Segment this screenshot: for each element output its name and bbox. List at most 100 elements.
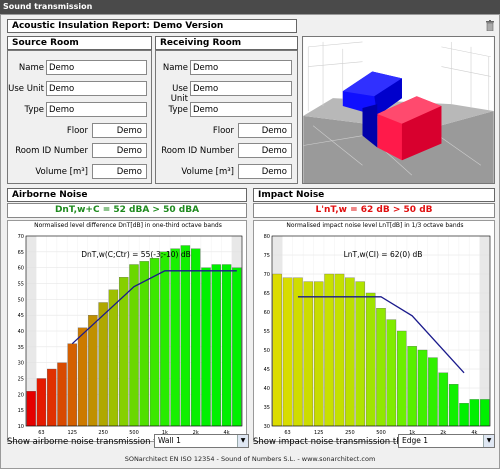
chevron-down-icon[interactable]: ▼ [237, 435, 248, 447]
impact-ytick-label: 80 [264, 234, 270, 240]
airborne-ytick-label: 65 [18, 250, 24, 256]
airborne-bar [170, 248, 180, 427]
airborne-transmission-select[interactable]: Wall 1 ▼ [154, 434, 249, 448]
impact-annotation: LnT,w(CI) = 62(0) dB [344, 250, 423, 259]
airborne-chart: Normalised level difference DnT[dB] in o… [7, 220, 247, 442]
impact-select-label: Show impact noise transmission through [253, 437, 427, 447]
airborne-ytick-label: 10 [18, 424, 24, 430]
impact-ytick-label: 60 [264, 310, 270, 316]
source-room-heading: Source Room [7, 36, 152, 50]
trash-icon[interactable] [485, 20, 495, 31]
receiving-volume-input[interactable] [238, 164, 292, 179]
airborne-bar [211, 264, 221, 427]
airborne-chart-title: Normalised level difference DnT[dB] in o… [34, 222, 222, 229]
airborne-reference-curve [71, 270, 237, 345]
source-room-id-label: Room ID Number [15, 146, 88, 156]
airborne-xtick-label: 250 [98, 430, 108, 436]
airborne-xtick-label: 125 [68, 430, 78, 436]
impact-bar [459, 403, 469, 427]
airborne-annotation: DnT,w(C;Ctr) = 55(-3;-10) dB [81, 250, 191, 259]
source-volume-label: Volume [m³] [35, 167, 88, 177]
footer-credits: SONarchitect EN ISO 12354 - Sound of Num… [124, 455, 376, 463]
impact-bar [428, 357, 438, 427]
receiving-use-unit-input[interactable] [190, 81, 292, 96]
receiving-floor-label: Floor [212, 126, 234, 136]
source-volume-input[interactable] [92, 164, 147, 179]
airborne-bar [77, 327, 88, 427]
airborne-select-value: Wall 1 [158, 436, 181, 445]
source-use-unit-label: Use Unit [8, 84, 44, 94]
source-use-unit-input[interactable] [46, 81, 147, 96]
airborne-xtick-label: 63 [38, 430, 44, 436]
receiving-room-panel: Name Use Unit Type Floor Room ID Number … [155, 50, 298, 184]
source-floor-input[interactable] [92, 123, 147, 138]
airborne-bar [67, 343, 77, 427]
window-titlebar: Sound transmission [0, 0, 500, 14]
impact-bar [448, 384, 459, 427]
airborne-bar [180, 245, 191, 427]
impact-bar [438, 372, 449, 427]
airborne-select-label: Show airborne noise transmission through [7, 437, 187, 447]
impact-bar [365, 292, 376, 427]
impact-bar [272, 273, 282, 427]
impact-plot-frame [271, 235, 491, 427]
impact-ytick-label: 75 [264, 253, 270, 259]
impact-ytick-label: 55 [264, 329, 270, 335]
airborne-ytick-label: 70 [18, 234, 24, 240]
impact-bar [386, 319, 397, 427]
building-3d-view[interactable] [302, 36, 495, 184]
airborne-bar [88, 315, 98, 427]
airborne-xtick-label: 500 [129, 430, 139, 436]
window-title: Sound transmission [3, 2, 93, 11]
source-name-label: Name [18, 63, 44, 73]
receiving-room-id-label: Room ID Number [161, 146, 234, 156]
airborne-plot-frame [25, 235, 243, 427]
source-type-input[interactable] [46, 102, 147, 117]
airborne-bar [201, 267, 211, 427]
airborne-noise-heading: Airborne Noise [7, 188, 247, 202]
impact-ytick-label: 65 [264, 291, 270, 297]
airborne-xtick-label: 4k [224, 430, 230, 436]
report-title: Acoustic Insulation Report: Demo Version [7, 19, 297, 33]
receiving-name-input[interactable] [190, 60, 292, 75]
receiving-room-id-input[interactable] [238, 143, 292, 158]
impact-xtick-label: 500 [376, 430, 386, 436]
impact-bar [293, 277, 303, 427]
airborne-chart-plot: 10 15 20 25 30 35 40 45 50 55 60 65 70 63 125 250 500 1k 2… [18, 234, 243, 436]
airborne-ytick-label: 40 [18, 329, 24, 335]
source-room-id-input[interactable] [92, 143, 147, 158]
impact-xtick-label: 2k [440, 430, 446, 436]
impact-result: L'nT,w = 62 dB > 50 dB [253, 203, 495, 218]
source-room-panel: Name Use Unit Type Floor Room ID Number … [7, 50, 152, 184]
impact-bar [282, 277, 293, 427]
receiving-volume-label: Volume [m³] [181, 167, 234, 177]
airborne-xtick-label: 1k [162, 430, 168, 436]
source-name-input[interactable] [46, 60, 147, 75]
airborne-ytick-label: 60 [18, 266, 24, 272]
impact-ytick-label: 35 [264, 405, 270, 411]
airborne-bar [139, 261, 149, 427]
main-window: Acoustic Insulation Report: Demo Version… [0, 14, 500, 469]
impact-select-value: Edge 1 [402, 436, 429, 445]
impact-bar [407, 346, 417, 427]
impact-reference-curve [297, 296, 465, 374]
impact-ytick-label: 70 [264, 272, 270, 278]
impact-bar [345, 277, 355, 427]
airborne-ytick-label: 15 [18, 408, 24, 414]
airborne-ytick-label: 35 [18, 345, 24, 351]
impact-bar [303, 281, 314, 427]
impact-bar [355, 281, 365, 427]
receiving-floor-input[interactable] [238, 123, 292, 138]
receiving-type-label: Type [168, 105, 188, 115]
chevron-down-icon[interactable]: ▼ [483, 435, 494, 447]
airborne-bar [160, 251, 170, 427]
airborne-bar [26, 391, 36, 427]
airborne-ytick-label: 55 [18, 282, 24, 288]
impact-noise-heading: Impact Noise [253, 188, 495, 202]
source-type-label: Type [24, 105, 44, 115]
airborne-bar [232, 267, 242, 427]
impact-bar [313, 281, 324, 427]
receiving-type-input[interactable] [190, 102, 292, 117]
impact-bar [397, 330, 407, 427]
impact-transmission-select[interactable]: Edge 1 ▼ [398, 434, 495, 448]
